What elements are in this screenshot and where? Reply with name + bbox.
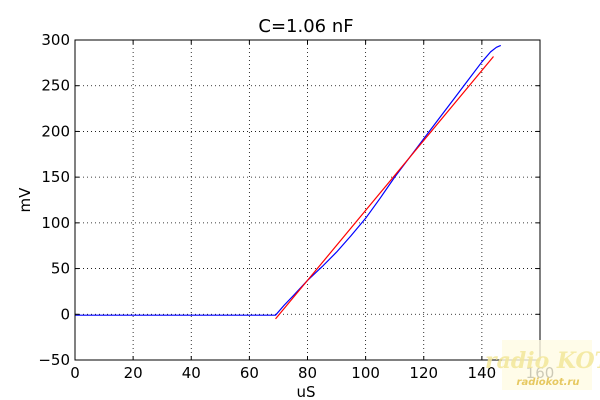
y-tick-label: 200 — [41, 122, 70, 140]
y-axis-label: mV — [16, 187, 34, 213]
fit-series-line — [275, 56, 494, 320]
x-tick-label: 80 — [298, 364, 317, 382]
y-tick-label: 250 — [41, 77, 70, 95]
watermark-logo: radio KOT — [485, 348, 600, 374]
x-tick-label: 60 — [240, 364, 259, 382]
y-tick-label: 100 — [41, 214, 70, 232]
watermark-url: radiokot.ru — [517, 377, 580, 388]
x-tick-label: 100 — [351, 364, 380, 382]
x-tick-label: 140 — [468, 364, 497, 382]
grid — [75, 40, 540, 360]
x-tick-label: 40 — [182, 364, 201, 382]
measured-series-line — [75, 44, 502, 316]
x-axis-label: uS — [296, 383, 315, 400]
y-tick-label: 0 — [60, 305, 70, 323]
series-layer — [75, 44, 502, 320]
chart-title: C=1.06 nF — [258, 16, 353, 37]
y-tick-label: 50 — [51, 260, 70, 278]
x-tick-label: 120 — [409, 364, 438, 382]
tick-labels: 020406080100120140160−500501001502002503… — [38, 31, 554, 382]
x-tick-label: 0 — [70, 364, 80, 382]
y-tick-label: 300 — [41, 31, 70, 49]
x-tick-label: 20 — [124, 364, 143, 382]
watermark: radio KOT radiokot.ru — [485, 340, 600, 390]
y-tick-label: −50 — [38, 351, 70, 369]
y-tick-label: 150 — [41, 168, 70, 186]
